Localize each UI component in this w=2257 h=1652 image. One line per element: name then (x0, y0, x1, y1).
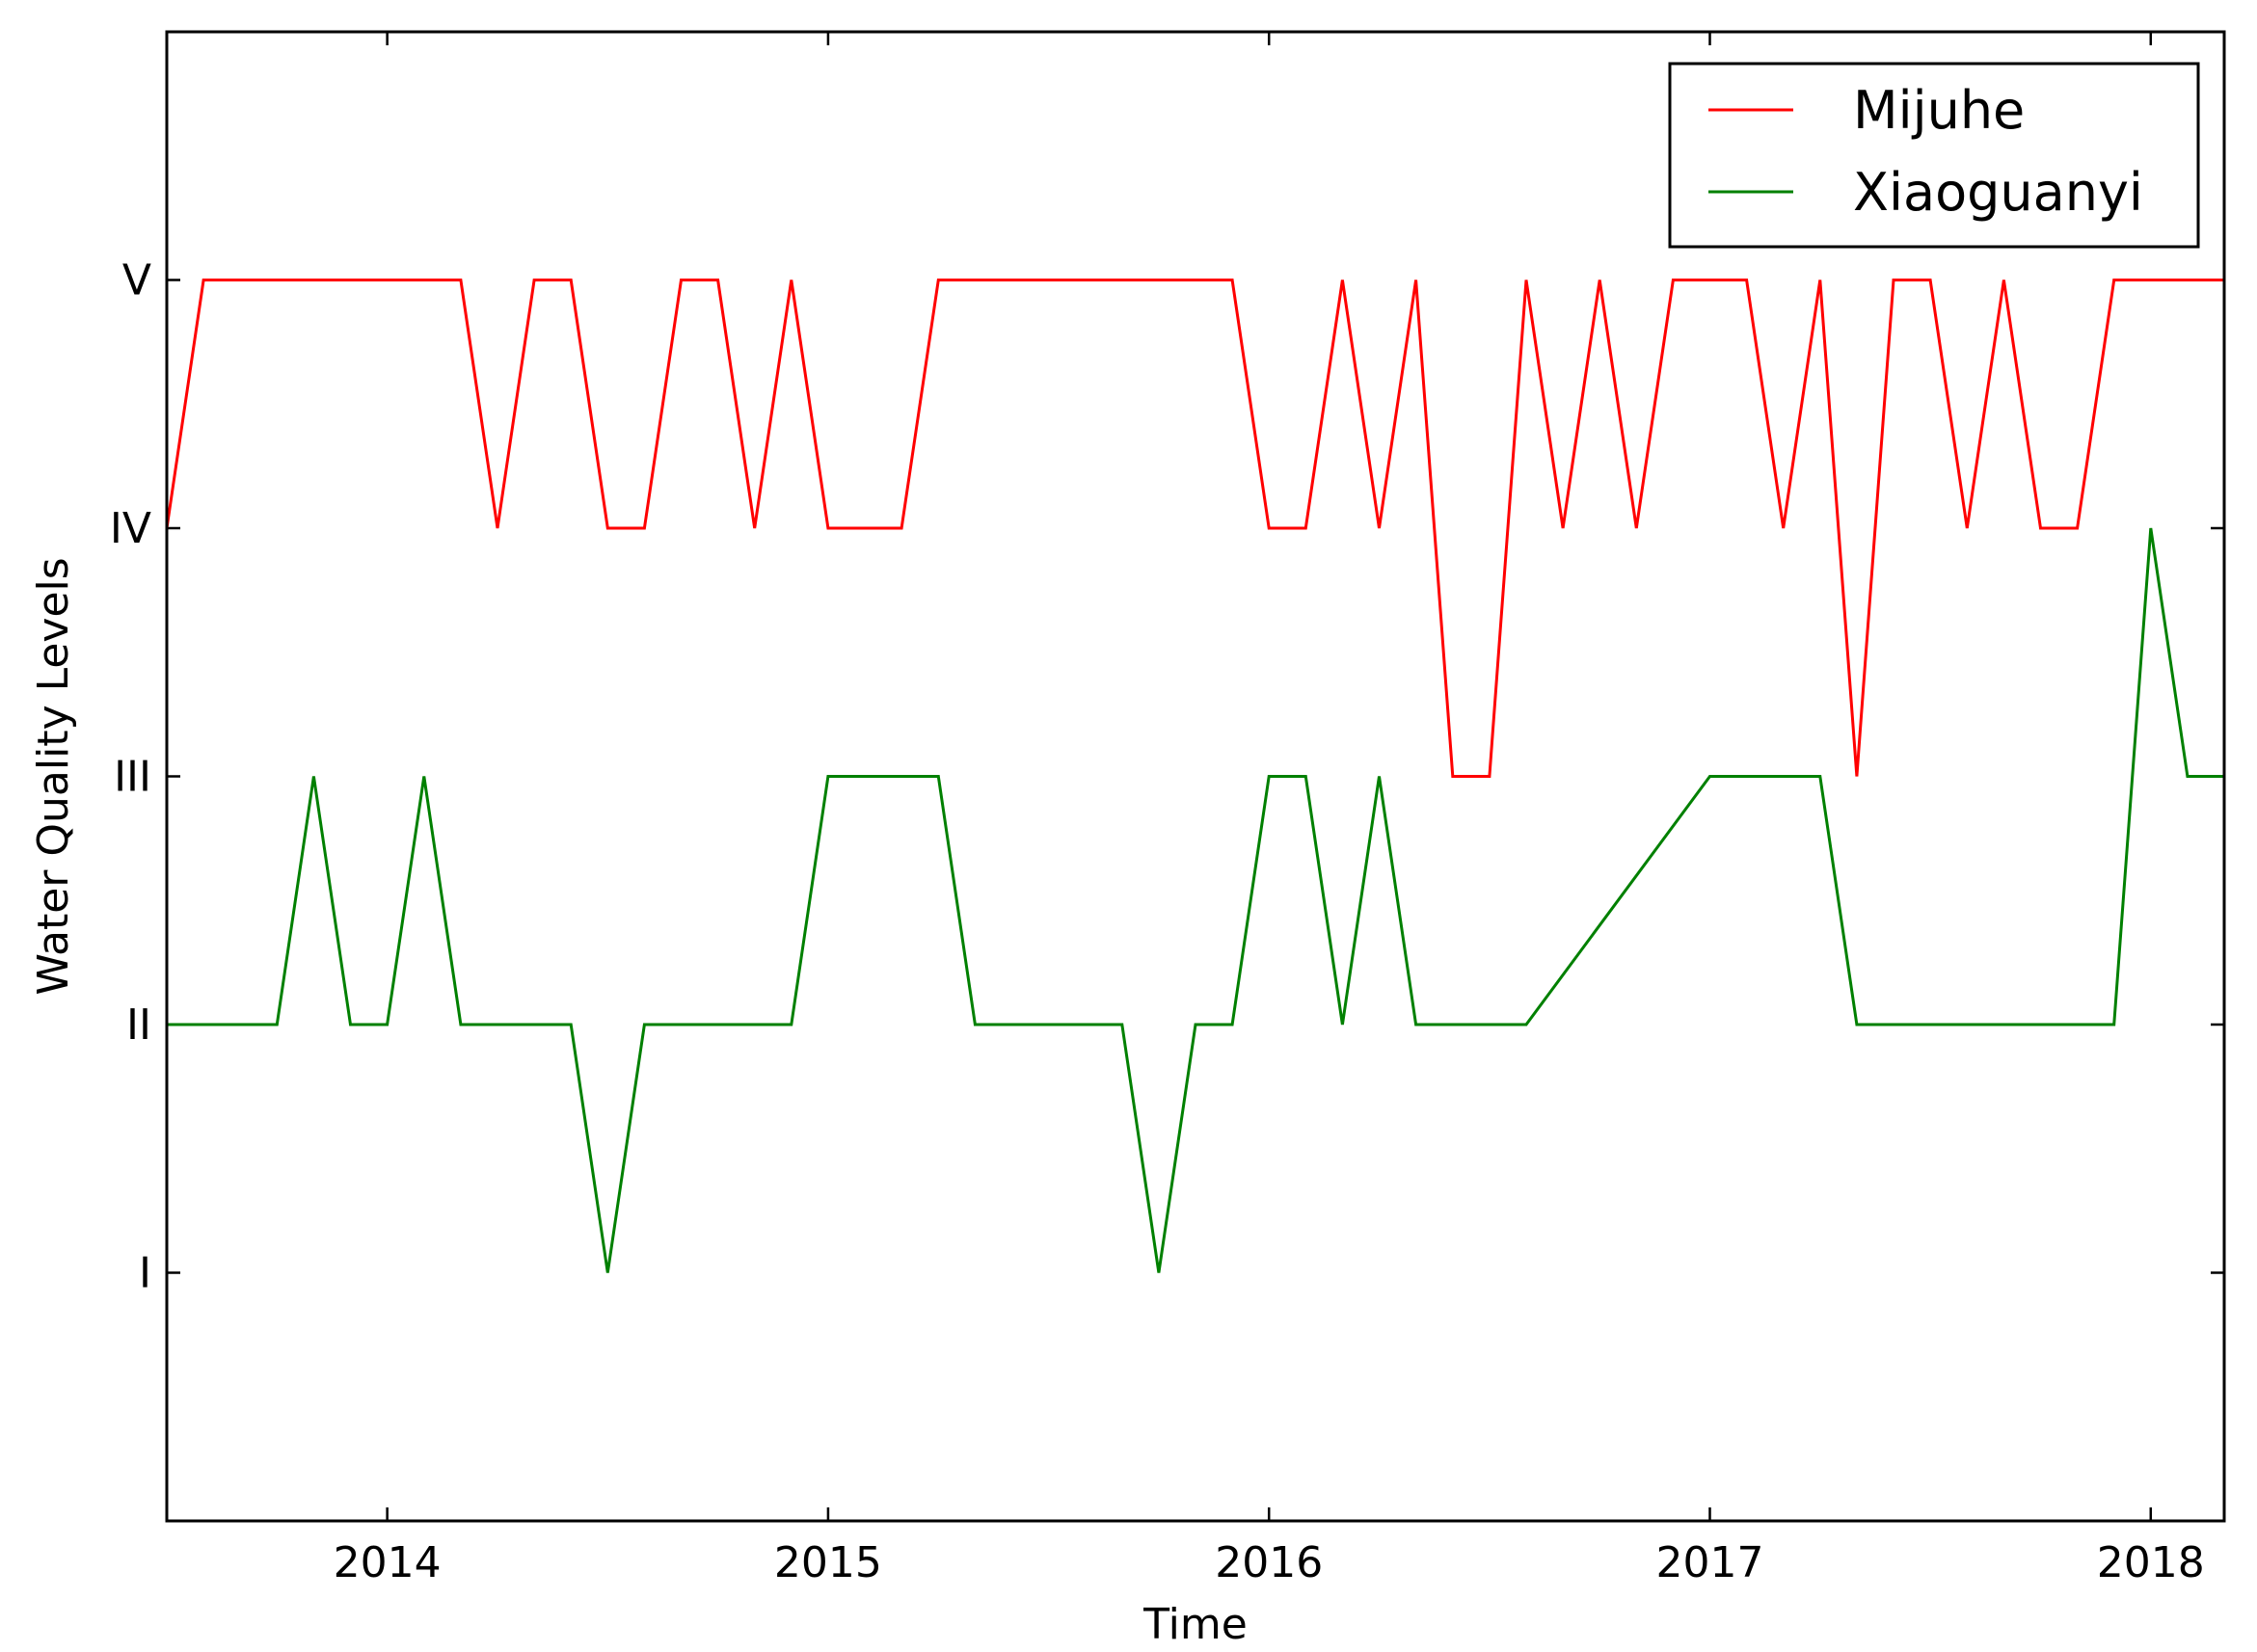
series-line-xiaoguanyi (167, 527, 2224, 1273)
series-line-mijuhe (167, 279, 2224, 778)
x-tick-label: 2015 (774, 1538, 882, 1587)
legend: Mijuhe Xiaoguanyi (1668, 62, 2200, 249)
plot-area (167, 279, 2224, 1273)
legend-label-xiaoguanyi: Xiaoguanyi (1853, 162, 2143, 223)
x-tick-label: 2014 (334, 1538, 442, 1587)
legend-label-mijuhe: Mijuhe (1853, 80, 2025, 141)
x-tick-label: 2017 (1656, 1538, 1764, 1587)
x-axis: 2014 2015 2016 2017 2018 (334, 32, 2205, 1587)
plot-frame (165, 30, 2226, 1523)
y-tick-label: IV (110, 504, 151, 553)
y-axis-label: Water Quality Levels (29, 557, 78, 995)
y-tick-label: III (114, 753, 151, 802)
legend-box (1668, 62, 2200, 249)
y-tick-label: V (122, 256, 151, 306)
x-tick-label: 2018 (2097, 1538, 2205, 1587)
y-tick-label: I (139, 1249, 151, 1298)
x-axis-label: Time (1142, 1600, 1248, 1649)
y-tick-label: II (126, 1000, 151, 1050)
x-tick-label: 2016 (1215, 1538, 1323, 1587)
